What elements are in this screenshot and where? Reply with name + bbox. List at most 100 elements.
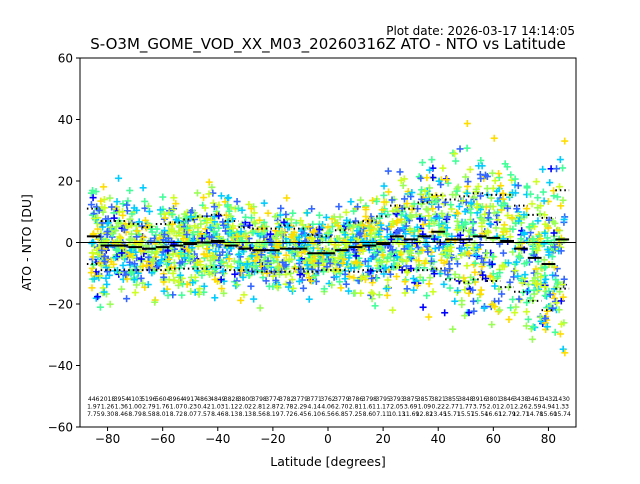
data-point xyxy=(550,229,558,237)
data-point xyxy=(478,254,486,262)
data-point xyxy=(515,295,523,303)
data-point xyxy=(419,303,427,311)
data-point xyxy=(266,237,274,245)
data-point xyxy=(178,258,186,266)
data-point xyxy=(478,263,486,271)
data-point xyxy=(556,330,564,338)
data-point xyxy=(368,288,376,296)
data-point xyxy=(465,289,473,297)
data-point xyxy=(119,261,127,269)
data-point xyxy=(234,204,242,212)
y-tick-label: 0 xyxy=(65,236,73,250)
data-point xyxy=(123,275,131,283)
data-point xyxy=(546,291,554,299)
data-point xyxy=(340,255,348,263)
data-point xyxy=(480,304,488,312)
data-point xyxy=(512,303,520,311)
data-point xyxy=(310,227,318,235)
data-point xyxy=(248,267,256,275)
data-point xyxy=(540,240,548,248)
data-point xyxy=(257,251,265,259)
data-point xyxy=(553,193,561,201)
data-point xyxy=(336,213,344,221)
data-point xyxy=(380,198,388,206)
bin-stat-value: 2.81 xyxy=(252,404,266,411)
data-point xyxy=(415,249,423,257)
data-point xyxy=(404,187,412,195)
data-point xyxy=(539,165,547,173)
data-point xyxy=(89,194,97,202)
data-point xyxy=(365,224,373,232)
data-point xyxy=(287,216,295,224)
data-point xyxy=(290,228,298,236)
data-point xyxy=(555,306,563,314)
data-point xyxy=(237,296,245,304)
data-point xyxy=(113,253,121,261)
data-point xyxy=(238,206,246,214)
data-point xyxy=(401,278,409,286)
bin-stat-value: 12.82 xyxy=(416,411,433,418)
data-point xyxy=(141,197,149,205)
bin-stat-value: 8.72 xyxy=(170,411,184,418)
data-point xyxy=(161,214,169,222)
data-point xyxy=(368,274,376,282)
data-point xyxy=(250,218,258,226)
data-point xyxy=(96,303,104,311)
y-tick-label: −40 xyxy=(48,359,73,373)
data-point xyxy=(248,252,256,260)
data-point xyxy=(290,237,298,245)
data-point xyxy=(430,219,438,227)
data-point xyxy=(421,259,429,267)
data-point xyxy=(227,203,235,211)
data-point xyxy=(370,249,378,257)
data-point xyxy=(536,210,544,218)
data-point xyxy=(334,254,342,262)
data-point xyxy=(521,271,529,279)
bin-stat-value: 0.42 xyxy=(197,404,211,411)
data-point xyxy=(384,188,392,196)
data-point xyxy=(102,274,110,282)
data-point xyxy=(297,217,305,225)
data-point xyxy=(149,257,157,265)
data-point xyxy=(202,225,210,233)
data-point xyxy=(234,258,242,266)
bin-stat-value: 4.06 xyxy=(321,404,335,411)
data-point xyxy=(139,279,147,287)
data-point xyxy=(557,247,565,255)
bin-stat-value: 3828 xyxy=(224,396,239,403)
data-point xyxy=(275,262,283,270)
plot-date: Plot date: 2026-03-17 14:14:05 xyxy=(386,24,575,38)
data-point xyxy=(139,262,147,270)
data-point xyxy=(535,231,543,239)
bin-stat-value: 14.78 xyxy=(526,411,543,418)
data-point xyxy=(483,249,491,257)
data-point xyxy=(424,248,432,256)
data-point xyxy=(530,286,538,294)
data-point xyxy=(320,285,328,293)
data-point xyxy=(477,156,485,164)
data-point xyxy=(205,190,213,198)
data-point xyxy=(111,227,119,235)
data-point xyxy=(282,251,290,259)
data-point xyxy=(524,280,532,288)
data-point xyxy=(534,258,542,266)
data-point xyxy=(545,216,553,224)
data-point xyxy=(554,226,562,234)
data-point xyxy=(211,265,219,273)
data-point xyxy=(423,292,431,300)
bin-stat-value: 3964 xyxy=(169,396,184,403)
data-point xyxy=(467,209,475,217)
data-point xyxy=(164,291,172,299)
data-point xyxy=(224,262,232,270)
data-point xyxy=(97,197,105,205)
data-point xyxy=(539,188,547,196)
bin-stat-value: 15.57 xyxy=(457,411,474,418)
data-point xyxy=(217,258,225,266)
data-point xyxy=(490,134,498,142)
data-point xyxy=(560,275,568,283)
data-point xyxy=(250,295,258,303)
data-point xyxy=(214,233,222,241)
bin-stat-value: 3461 xyxy=(527,396,542,403)
bin-stat-value: 1.77 xyxy=(459,404,473,411)
